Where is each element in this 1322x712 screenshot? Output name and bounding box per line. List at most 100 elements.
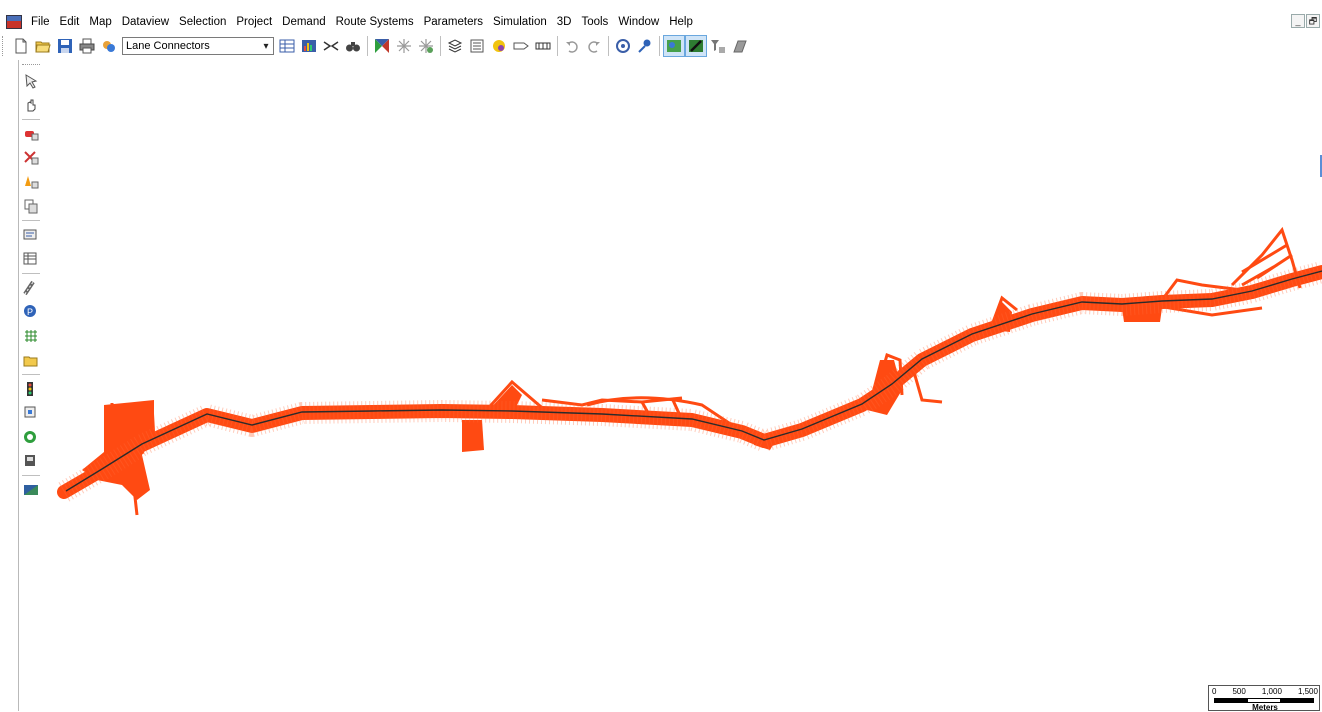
minimize-button[interactable]: _	[1291, 14, 1305, 28]
center-interchange	[487, 385, 522, 415]
pocket	[1122, 308, 1162, 322]
menu-selection[interactable]: Selection	[179, 16, 227, 28]
toolbar-separator	[440, 36, 441, 56]
left-panel-border	[18, 60, 19, 711]
cone-tool-icon[interactable]	[20, 171, 42, 193]
toolbar-separator	[557, 36, 558, 56]
ramp	[1151, 303, 1263, 317]
new-file-icon[interactable]	[10, 35, 32, 57]
route-tool-icon[interactable]	[20, 147, 42, 169]
corridor-main	[57, 265, 1322, 499]
menu-parameters[interactable]: Parameters	[423, 16, 484, 28]
ramp	[910, 364, 943, 404]
tag-icon[interactable]	[510, 35, 532, 57]
palette-separator	[22, 119, 40, 120]
app-icon[interactable]	[6, 15, 22, 29]
tool-palette: P	[20, 60, 42, 711]
menu-bar: File Edit Map Dataview Selection Project…	[0, 12, 1322, 32]
road-tool-icon[interactable]	[20, 277, 42, 299]
menu-help[interactable]: Help	[669, 16, 693, 28]
menu-tools[interactable]: Tools	[581, 16, 609, 28]
scale-km-icon[interactable]	[532, 35, 554, 57]
measure-tool-icon[interactable]	[20, 224, 42, 246]
hand-pan-icon[interactable]	[20, 94, 42, 116]
dataview-icon[interactable]	[276, 35, 298, 57]
map-view-icon[interactable]	[663, 35, 685, 57]
menu-file[interactable]: File	[31, 16, 50, 28]
slope-tool-icon[interactable]	[20, 479, 42, 501]
label-icon[interactable]	[488, 35, 510, 57]
palette-separator	[22, 475, 40, 476]
menu-3d[interactable]: 3D	[556, 16, 572, 28]
palette-separator	[22, 220, 40, 221]
ramp	[1241, 243, 1293, 287]
map-canvas[interactable]	[42, 60, 1322, 711]
network-tool-icon[interactable]	[20, 325, 42, 347]
parking-tool-icon[interactable]: P	[20, 301, 42, 323]
chart-icon[interactable]	[298, 35, 320, 57]
svg-text:P: P	[27, 307, 33, 317]
scale-bar-graphic	[1214, 698, 1314, 703]
open-folder-icon[interactable]	[32, 35, 54, 57]
west-interchange	[82, 400, 154, 500]
filter-icon[interactable]	[707, 35, 729, 57]
layer-stack-icon[interactable]	[444, 35, 466, 57]
merge-icon[interactable]	[320, 35, 342, 57]
menu-window[interactable]: Window	[618, 16, 660, 28]
mid-interchange	[992, 300, 1012, 332]
mdi-window-controls: _ 🗗	[1291, 14, 1320, 28]
menu-demand[interactable]: Demand	[282, 16, 326, 28]
menu-project[interactable]: Project	[236, 16, 273, 28]
toolbar-grip[interactable]	[2, 36, 6, 56]
menu-route-systems[interactable]: Route Systems	[335, 16, 414, 28]
layer-select[interactable]: Lane Connectors ▾	[122, 37, 274, 55]
menu-edit[interactable]: Edit	[59, 16, 80, 28]
3d-shape-icon[interactable]	[729, 35, 751, 57]
east-interchange	[867, 360, 902, 415]
ramp	[990, 295, 1018, 326]
menu-map[interactable]: Map	[89, 16, 112, 28]
scroll-indicator[interactable]	[1320, 155, 1322, 177]
road-edit-icon[interactable]	[685, 35, 707, 57]
palette-separator	[22, 374, 40, 375]
pointer-tool-icon[interactable]	[20, 70, 42, 92]
detector-tool-icon[interactable]	[20, 402, 42, 424]
palette-separator	[22, 273, 40, 274]
menu-simulation[interactable]: Simulation	[493, 16, 547, 28]
gauge-tool-icon[interactable]	[20, 426, 42, 448]
vehicle-tool-icon[interactable]	[20, 123, 42, 145]
main-toolbar: Lane Connectors ▾	[0, 33, 1322, 59]
deselect-icon[interactable]	[415, 35, 437, 57]
signal-tool-icon[interactable]	[20, 378, 42, 400]
scale-tick: 0	[1212, 687, 1217, 696]
scale-unit: Meters	[1252, 703, 1278, 712]
copy-tool-icon[interactable]	[20, 195, 42, 217]
pin-icon[interactable]	[634, 35, 656, 57]
restore-button[interactable]: 🗗	[1306, 14, 1320, 28]
toolbar-separator	[367, 36, 368, 56]
scale-tick: 1,500	[1297, 687, 1318, 696]
road-network	[57, 226, 1322, 516]
south-block	[462, 420, 484, 452]
undo-icon[interactable]	[561, 35, 583, 57]
redo-icon[interactable]	[583, 35, 605, 57]
ramp	[1160, 278, 1243, 301]
save-icon[interactable]	[54, 35, 76, 57]
scale-ticks: 0 500 1,000 1,500	[1212, 687, 1318, 696]
layer-settings-icon[interactable]	[98, 35, 120, 57]
select-tool-icon[interactable]	[393, 35, 415, 57]
centerline	[65, 270, 1322, 492]
ramp	[586, 396, 733, 427]
folder-tool-icon[interactable]	[20, 349, 42, 371]
find-icon[interactable]	[342, 35, 364, 57]
print-icon[interactable]	[76, 35, 98, 57]
chevron-down-icon[interactable]: ▾	[263, 40, 269, 52]
palette-grip[interactable]	[22, 64, 40, 68]
menu-dataview[interactable]: Dataview	[121, 16, 170, 28]
table-tool-icon[interactable]	[20, 248, 42, 270]
legend-icon[interactable]	[466, 35, 488, 57]
sensor-tool-icon[interactable]	[20, 450, 42, 472]
target-icon[interactable]	[612, 35, 634, 57]
select-by-shape-icon[interactable]	[371, 35, 393, 57]
layer-select-value: Lane Connectors	[126, 40, 210, 52]
